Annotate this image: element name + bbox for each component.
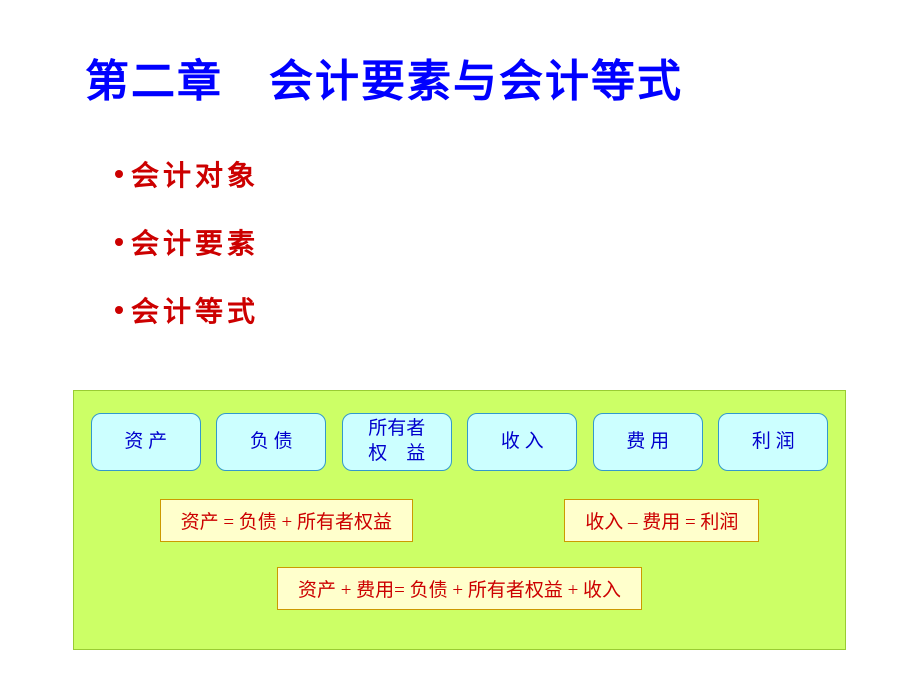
bullet-dot-icon <box>115 238 123 246</box>
bullet-dot-icon <box>115 306 123 314</box>
bullet-item: 会计对象 <box>115 154 920 194</box>
element-revenue: 收 入 <box>467 413 577 471</box>
element-equity: 所有者权 益 <box>342 413 452 471</box>
equation-balance: 资产 = 负债 + 所有者权益 <box>160 499 413 542</box>
bullet-text: 会计要素 <box>131 222 259 262</box>
bullet-list: 会计对象 会计要素 会计等式 <box>0 109 920 330</box>
elements-row: 资 产 负 债 所有者权 益 收 入 费 用 利 润 <box>74 391 845 471</box>
equations-row-1: 资产 = 负债 + 所有者权益 收入 – 费用 = 利润 <box>74 471 845 542</box>
bullet-dot-icon <box>115 170 123 178</box>
equations-row-2: 资产 + 费用= 负债 + 所有者权益 + 收入 <box>74 542 845 610</box>
diagram-panel: 资 产 负 债 所有者权 益 收 入 费 用 利 润 资产 = 负债 + 所有者… <box>73 390 846 650</box>
element-liability: 负 债 <box>216 413 326 471</box>
equation-combined: 资产 + 费用= 负债 + 所有者权益 + 收入 <box>277 567 642 610</box>
slide-title: 第二章 会计要素与会计等式 <box>0 0 920 109</box>
bullet-text: 会计等式 <box>131 290 259 330</box>
bullet-text: 会计对象 <box>131 154 259 194</box>
element-asset: 资 产 <box>91 413 201 471</box>
bullet-item: 会计等式 <box>115 290 920 330</box>
equation-income: 收入 – 费用 = 利润 <box>564 499 759 542</box>
element-expense: 费 用 <box>593 413 703 471</box>
element-profit: 利 润 <box>718 413 828 471</box>
bullet-item: 会计要素 <box>115 222 920 262</box>
